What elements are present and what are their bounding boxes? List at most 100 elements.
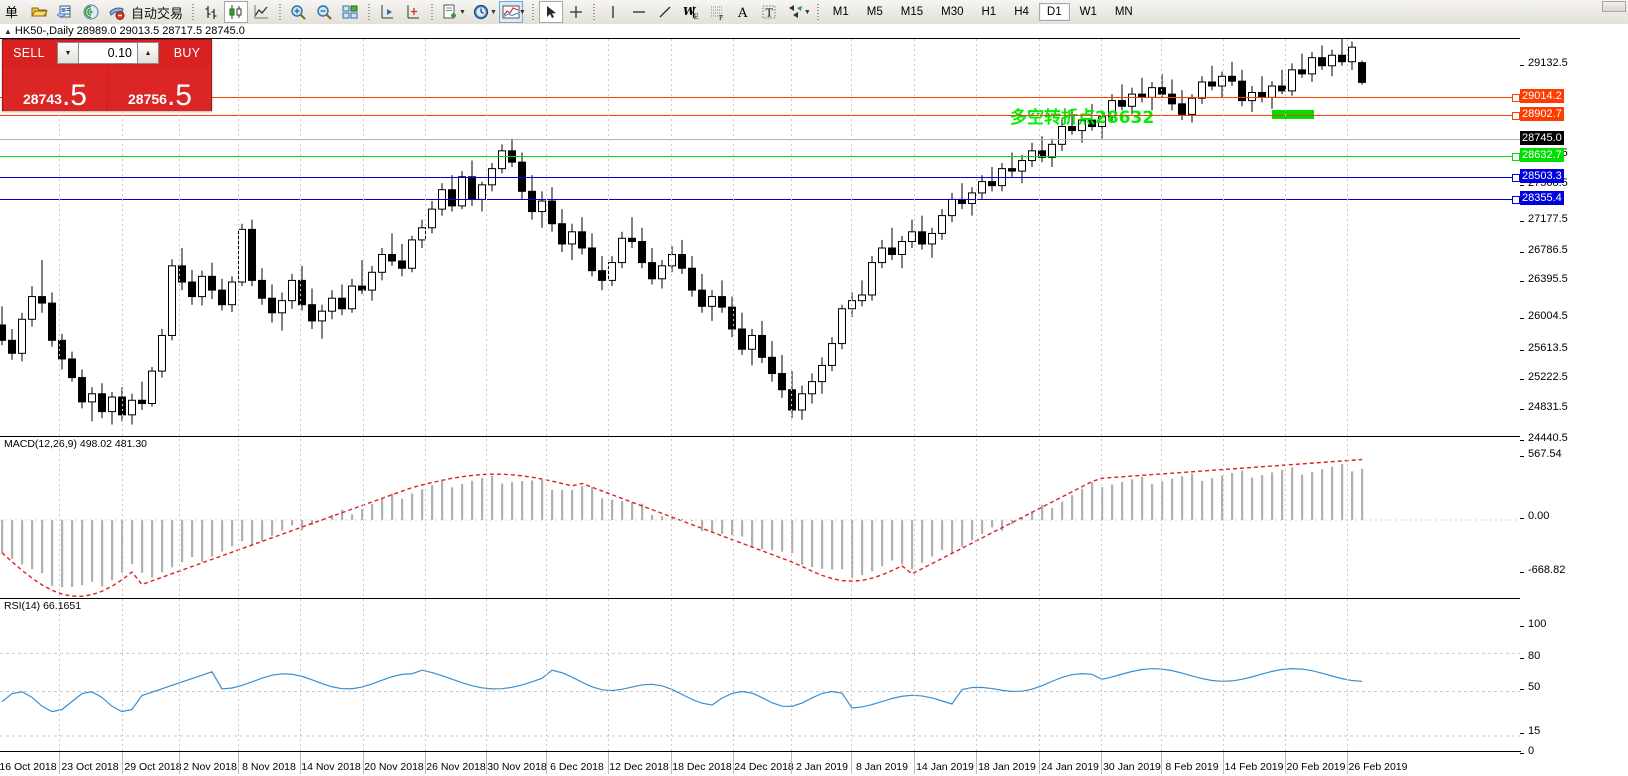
volume-control: ▼ 0.10 ▲ [57,42,159,64]
elliott-wave-icon[interactable]: W | E [678,1,704,23]
date-label: 29 Oct 2018 [124,761,182,773]
date-label: 8 Jan 2019 [856,761,908,773]
price-badge-orange[interactable]: 28902.7 [1520,107,1564,121]
signal-icon[interactable] [78,1,104,23]
volume-stepper-up-icon[interactable]: ▲ [137,42,159,64]
news-icon[interactable] [52,1,78,23]
fibonacci-icon[interactable]: F [704,1,730,23]
vertical-gridline [976,39,977,752]
buy-price-display[interactable]: 28756 .5 [109,67,211,111]
vertical-gridline [300,39,301,752]
date-axis[interactable]: 16 Oct 2018 23 Oct 2018 29 Oct 2018 2 Nov 2… [0,751,1520,776]
template-dropdown-icon[interactable]: ▼ [459,8,466,16]
vertical-gridline [122,39,123,752]
date-label: 30 Nov 2018 [487,761,547,773]
timeframe-w1[interactable]: W1 [1079,6,1097,18]
rsi-svg [0,652,1520,737]
period-dropdown-icon[interactable]: ▼ [489,8,497,16]
main-toolbar: 单 自动交易 [0,0,1628,25]
price-badge-blue[interactable]: 28503.3 [1520,169,1564,183]
timeframe-d1[interactable]: D1 [1038,3,1070,21]
shapes-dropdown-icon[interactable]: ▼ [803,8,811,16]
price-badge-current[interactable]: 28745.0 [1520,131,1564,145]
horizontal-scrollbar-thumb[interactable] [1602,1,1626,12]
date-tick [238,752,239,774]
timeframe-m15[interactable]: M15 [900,6,924,18]
svg-text:|: | [691,5,695,18]
folder-icon[interactable] [26,1,52,23]
bar-chart-icon[interactable] [198,1,224,23]
symbol-ohlc-text: HK50-,Daily 28989.0 29013.5 28717.5 2874… [14,25,245,37]
cursor-icon[interactable] [538,1,563,23]
one-click-trading-panel[interactable]: SELL ▼ 0.10 ▲ BUY 28743 .5 28756 .5 [2,39,212,111]
price-level-handle[interactable] [1512,153,1520,161]
date-tick [1223,752,1224,774]
new-order-icon[interactable]: 单 [0,1,26,23]
price-level-handle[interactable] [1512,196,1520,204]
timeframe-m5[interactable]: M5 [866,6,883,18]
date-tick [1285,752,1286,774]
vline-icon[interactable] [600,1,626,23]
price-level-line-28632-7[interactable] [0,156,1516,157]
rsi-pane[interactable]: RSI(14) 66.1651 [0,598,1520,753]
hline-icon[interactable] [626,1,652,23]
svg-text:A: A [737,6,748,21]
chart-canvas[interactable]: 多空转折点28632 MACD(12,26,9) 498.02 481.30 R… [0,38,1521,753]
zoom-out-icon[interactable] [311,1,337,23]
vertical-gridline [671,39,672,752]
price-level-line-28355-4[interactable] [0,199,1516,200]
indicators-dropdown-icon[interactable]: ▼ [518,8,526,16]
price-level-line-28902-7[interactable] [0,115,1516,116]
zoom-in-icon[interactable] [285,1,311,23]
price-badge-orange[interactable]: 29014.2 [1520,89,1564,103]
date-tick [671,752,672,774]
sell-price-decimal: .5 [61,78,87,112]
candlestick-chart-icon[interactable] [224,1,249,23]
price-level-line-28745-0[interactable] [0,139,1520,140]
text-icon[interactable]: A [730,1,756,23]
vertical-gridline [1285,39,1286,752]
template-icon[interactable] [437,1,463,23]
shift-end-icon[interactable] [374,1,400,23]
trade-controls-row: SELL ▼ 0.10 ▲ BUY [3,40,213,66]
date-label: 24 Jan 2019 [1041,761,1099,773]
macd-svg [0,458,1520,598]
label-icon[interactable]: T [756,1,782,23]
shapes-icon[interactable] [782,1,808,23]
trendline-icon[interactable] [652,1,678,23]
autotrading-icon[interactable] [104,1,130,23]
price-badge-green[interactable]: 28632.7 [1520,148,1564,162]
volume-input[interactable]: 0.10 [79,42,137,64]
buy-button[interactable]: BUY [173,46,201,60]
timeframe-m1[interactable]: M1 [832,6,849,18]
timeframe-mn[interactable]: MN [1114,6,1133,18]
tile-windows-icon[interactable] [337,1,363,23]
price-level-handle[interactable] [1512,174,1520,182]
timeframe-h4[interactable]: H4 [1014,6,1029,18]
line-chart-icon[interactable] [248,1,274,23]
price-pane[interactable]: 多空转折点28632 [0,39,1520,435]
crosshair-icon[interactable] [563,1,589,23]
vertical-gridline [1161,39,1162,752]
toolbar-separator [365,3,373,21]
collapse-triangle-icon[interactable]: ▲ [4,26,12,36]
macd-pane[interactable]: MACD(12,26,9) 498.02 481.30 [0,436,1520,598]
date-tick [425,752,426,774]
auto-trading-label[interactable]: 自动交易 [131,6,184,22]
date-label: 12 Dec 2018 [609,761,669,773]
price-badge-blue[interactable]: 28355.4 [1520,191,1564,205]
indicators-icon[interactable] [498,1,523,23]
timeframe-h1[interactable]: H1 [981,6,997,18]
grid-icon[interactable] [400,1,426,23]
price-level-handle[interactable] [1512,94,1520,102]
sell-price-display[interactable]: 28743 .5 [4,67,106,111]
timeframe-m30[interactable]: M30 [941,6,964,18]
period-icon[interactable] [468,1,494,23]
price-level-line-29014-2[interactable] [0,97,1516,98]
volume-dropdown-icon[interactable]: ▼ [57,42,79,64]
sell-button[interactable]: SELL [13,46,45,60]
price-level-line-28503-3[interactable] [0,177,1516,178]
price-level-handle[interactable] [1512,112,1520,120]
price-scale[interactable]: 29132.527959.527568.527177.526786.526395… [1520,38,1628,757]
date-tick [733,752,734,774]
